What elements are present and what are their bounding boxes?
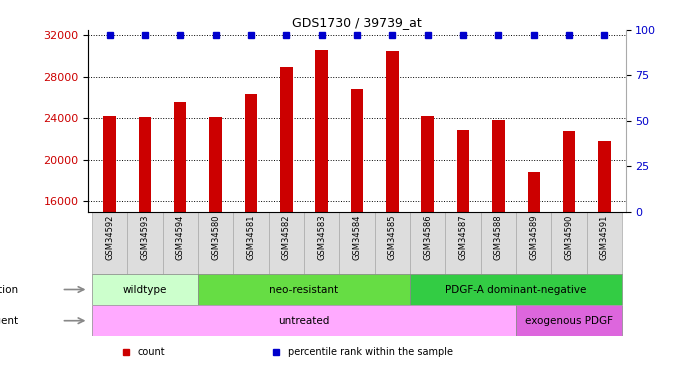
FancyBboxPatch shape <box>445 211 481 274</box>
FancyBboxPatch shape <box>92 274 198 305</box>
FancyBboxPatch shape <box>198 211 233 274</box>
Bar <box>457 130 469 212</box>
Text: GSM34592: GSM34592 <box>105 214 114 260</box>
FancyBboxPatch shape <box>587 211 622 274</box>
Bar <box>422 116 434 212</box>
Text: GSM34583: GSM34583 <box>317 214 326 260</box>
FancyBboxPatch shape <box>92 305 516 336</box>
Text: GSM34587: GSM34587 <box>458 214 468 260</box>
Text: GSM34582: GSM34582 <box>282 214 291 260</box>
Text: GSM34585: GSM34585 <box>388 214 397 260</box>
Title: GDS1730 / 39739_at: GDS1730 / 39739_at <box>292 16 422 29</box>
Bar <box>528 172 540 211</box>
Bar <box>386 51 398 211</box>
FancyBboxPatch shape <box>92 211 127 274</box>
Text: agent: agent <box>0 316 18 326</box>
FancyBboxPatch shape <box>127 211 163 274</box>
Text: untreated: untreated <box>278 316 330 326</box>
Text: GSM34590: GSM34590 <box>564 214 573 260</box>
Text: GSM34580: GSM34580 <box>211 214 220 260</box>
Bar <box>280 68 292 211</box>
FancyBboxPatch shape <box>410 211 445 274</box>
Bar <box>209 117 222 212</box>
FancyBboxPatch shape <box>375 211 410 274</box>
Text: GSM34593: GSM34593 <box>141 214 150 260</box>
Text: GSM34581: GSM34581 <box>246 214 256 260</box>
Bar <box>245 94 257 212</box>
FancyBboxPatch shape <box>516 211 551 274</box>
Text: genotype/variation: genotype/variation <box>0 285 18 294</box>
FancyBboxPatch shape <box>410 274 622 305</box>
Bar <box>563 130 575 212</box>
FancyBboxPatch shape <box>198 274 410 305</box>
Text: exogenous PDGF: exogenous PDGF <box>525 316 613 326</box>
FancyBboxPatch shape <box>233 211 269 274</box>
FancyBboxPatch shape <box>481 211 516 274</box>
Text: GSM34589: GSM34589 <box>529 214 538 260</box>
FancyBboxPatch shape <box>516 305 622 336</box>
Text: GSM34591: GSM34591 <box>600 214 609 260</box>
Text: GSM34594: GSM34594 <box>176 214 185 260</box>
Bar <box>174 102 186 211</box>
Text: GSM34586: GSM34586 <box>423 214 432 260</box>
Bar <box>316 50 328 211</box>
FancyBboxPatch shape <box>269 211 304 274</box>
Text: neo-resistant: neo-resistant <box>269 285 339 294</box>
Bar <box>139 117 151 212</box>
Bar <box>598 141 611 212</box>
FancyBboxPatch shape <box>163 211 198 274</box>
Text: GSM34588: GSM34588 <box>494 214 503 260</box>
Text: GSM34584: GSM34584 <box>352 214 362 260</box>
FancyBboxPatch shape <box>551 211 587 274</box>
Bar <box>492 120 505 211</box>
Bar <box>103 116 116 212</box>
Text: PDGF-A dominant-negative: PDGF-A dominant-negative <box>445 285 587 294</box>
FancyBboxPatch shape <box>339 211 375 274</box>
FancyBboxPatch shape <box>304 211 339 274</box>
Text: percentile rank within the sample: percentile rank within the sample <box>288 347 454 357</box>
Bar <box>351 89 363 212</box>
Text: wildtype: wildtype <box>123 285 167 294</box>
Text: count: count <box>138 347 165 357</box>
